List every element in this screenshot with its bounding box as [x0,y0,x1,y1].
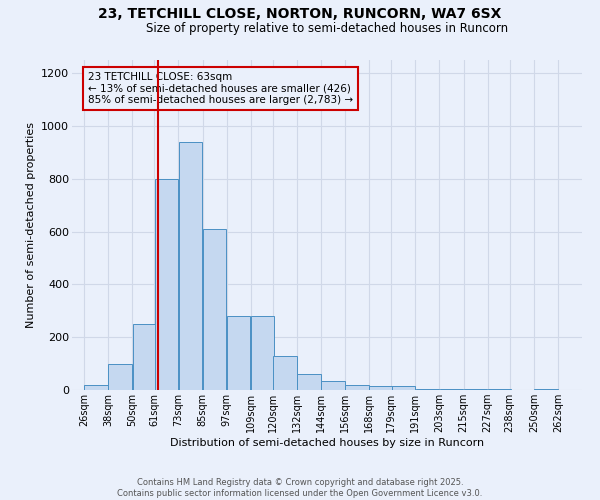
Bar [109,364,132,390]
Bar [251,316,274,390]
Text: Contains HM Land Registry data © Crown copyright and database right 2025.
Contai: Contains HM Land Registry data © Crown c… [118,478,482,498]
Text: 23 TETCHILL CLOSE: 63sqm
← 13% of semi-detached houses are smaller (426)
85% of : 23 TETCHILL CLOSE: 63sqm ← 13% of semi-d… [88,72,353,105]
Bar [179,142,202,390]
Bar [273,356,296,390]
Bar [321,381,345,390]
Bar [227,316,250,390]
Bar [203,229,226,390]
Bar [440,388,463,390]
Bar [416,388,439,390]
Bar [534,388,557,390]
Text: 23, TETCHILL CLOSE, NORTON, RUNCORN, WA7 6SX: 23, TETCHILL CLOSE, NORTON, RUNCORN, WA7… [98,8,502,22]
Y-axis label: Number of semi-detached properties: Number of semi-detached properties [26,122,35,328]
Bar [346,384,369,390]
Bar [297,374,320,390]
Title: Size of property relative to semi-detached houses in Runcorn: Size of property relative to semi-detach… [146,22,508,35]
Bar [133,324,156,390]
Bar [155,179,178,390]
Bar [392,386,415,390]
Bar [85,384,108,390]
Bar [370,386,393,390]
X-axis label: Distribution of semi-detached houses by size in Runcorn: Distribution of semi-detached houses by … [170,438,484,448]
